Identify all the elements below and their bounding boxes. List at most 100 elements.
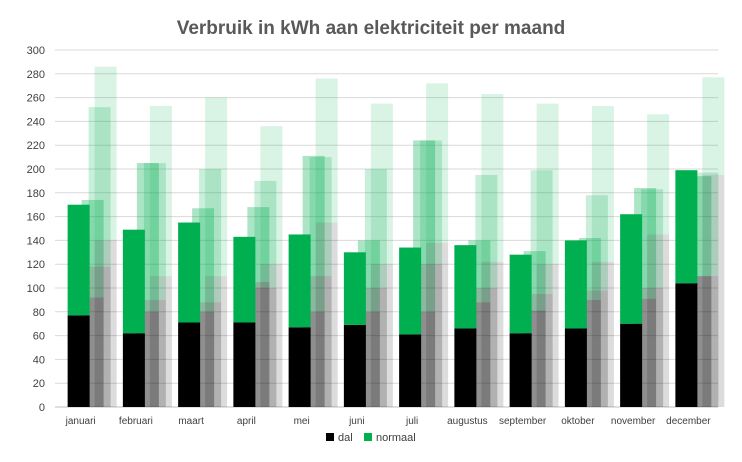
legend-swatch-normaal — [364, 433, 372, 441]
x-tick-label: mei — [294, 416, 310, 427]
bar-normaal — [343, 252, 366, 325]
ghost-bar-normaal — [143, 163, 166, 300]
y-tick-label: 280 — [27, 69, 45, 81]
x-tick-label: oktober — [561, 416, 595, 427]
x-tick-label: april — [237, 416, 256, 427]
ghost-bar-normaal — [149, 105, 172, 277]
bar-normaal — [454, 245, 477, 329]
bar-dal — [399, 334, 422, 407]
bar-normaal — [67, 204, 90, 316]
ghost-bar-dal — [143, 299, 166, 407]
ghost-bar-normaal — [426, 83, 449, 243]
y-tick-label: 180 — [27, 188, 45, 200]
y-tick-label: 100 — [27, 283, 45, 295]
y-tick-label: 300 — [27, 45, 45, 57]
x-tick-label: december — [666, 416, 711, 427]
bar-normaal — [178, 222, 201, 323]
bars — [67, 170, 698, 407]
y-tick-label: 260 — [27, 93, 45, 105]
y-tick-label: 40 — [33, 354, 45, 366]
bar-dal — [122, 333, 145, 407]
ghost-bar-normaal — [260, 126, 283, 265]
y-tick-label: 200 — [27, 164, 45, 176]
x-tick-label: januari — [65, 416, 96, 427]
ghost-bar-dal — [309, 276, 332, 407]
y-tick-label: 140 — [27, 235, 45, 247]
bar-dal — [233, 322, 256, 407]
ghost-bar-dal — [315, 222, 338, 407]
bar-dal — [454, 328, 477, 407]
bar-normaal — [620, 214, 643, 324]
bar-normaal — [288, 234, 311, 328]
y-tick-label: 120 — [27, 259, 45, 271]
x-tick-label: juli — [405, 416, 418, 427]
ghost-bar-dal — [530, 293, 553, 407]
y-tick-label: 20 — [33, 378, 45, 390]
ghost-bar-dal — [260, 264, 283, 407]
legend-label-normaal: normaal — [376, 432, 416, 444]
ghost-bar-dal — [585, 290, 608, 407]
ghost-bar-dal — [149, 276, 172, 407]
bar-normaal — [399, 247, 422, 335]
ghost-bar-normaal — [641, 189, 664, 288]
y-tick-label: 80 — [33, 307, 45, 319]
bar-dal — [675, 283, 698, 407]
ghost-bar-dal — [370, 264, 393, 407]
ghost-bar-dal — [475, 288, 498, 407]
bar-dal — [343, 324, 366, 407]
ghost-bar-normaal — [536, 103, 559, 265]
ghost-bar-dal — [481, 261, 504, 407]
x-tick-label: augustus — [447, 416, 488, 427]
y-tick-label: 220 — [27, 140, 45, 152]
bar-dal — [67, 315, 90, 407]
ghost-bar-normaal — [530, 170, 553, 294]
bar-normaal — [509, 254, 532, 334]
ghost-bar-dal — [696, 276, 719, 407]
ghost-bar-normaal — [481, 94, 504, 262]
ghost-bar-dal — [94, 240, 117, 407]
y-tick-label: 240 — [27, 116, 45, 128]
ghost-bar-normaal — [254, 180, 277, 288]
ghost-bar-dal — [647, 234, 670, 407]
bar-normaal — [233, 236, 256, 323]
ghost-bar-dal — [426, 242, 449, 407]
x-tick-label: juni — [348, 416, 365, 427]
y-axis-ticks: 0 20 40 60 80 100 120 140 160 180 200 220 240 260 280 3… — [27, 45, 45, 414]
x-tick-label: november — [611, 416, 656, 427]
ghost-bar-normaal — [315, 78, 338, 223]
ghost-bar-dal — [641, 288, 664, 407]
ghost-bar-normaal — [475, 174, 498, 288]
ghost-bar-dal — [591, 261, 614, 407]
x-tick-label: maart — [178, 416, 204, 427]
ghost-bar-normaal — [370, 103, 393, 265]
ghost-bar-dal — [254, 288, 277, 407]
ghost-bar-normaal — [205, 97, 228, 277]
ghost-bar-normaal — [94, 66, 117, 241]
ghost-bar-dal — [88, 266, 111, 407]
ghost-bar-normaal — [585, 195, 608, 291]
bar-dal — [288, 327, 311, 407]
ghost-bar-dal — [364, 288, 387, 407]
chart-title: Verbruik in kWh aan elektriciteit per ma… — [176, 18, 566, 39]
y-tick-label: 60 — [33, 331, 45, 343]
ghost-bar-dal — [702, 174, 725, 407]
ghost-bar-normaal — [647, 114, 670, 235]
bar-normaal — [122, 229, 145, 334]
gridlines — [55, 49, 718, 408]
ghost-bar-normaal — [420, 140, 443, 265]
ghost-bars — [81, 66, 725, 407]
legend-swatch-dal — [326, 433, 334, 441]
y-tick-label: 0 — [39, 402, 45, 414]
bar-dal — [509, 333, 532, 407]
legend: dal normaal — [326, 432, 416, 444]
bar-normaal — [675, 170, 698, 284]
ghost-bar-normaal — [696, 172, 719, 277]
bar-dal — [620, 323, 643, 407]
ghost-bar-normaal — [591, 105, 614, 262]
ghost-bar-dal — [536, 264, 559, 407]
ghost-bar-normaal — [309, 157, 332, 277]
bar-dal — [564, 328, 587, 407]
ghost-bar-normaal — [199, 169, 222, 303]
bar-normaal — [564, 240, 587, 329]
x-tick-label: september — [499, 416, 547, 427]
